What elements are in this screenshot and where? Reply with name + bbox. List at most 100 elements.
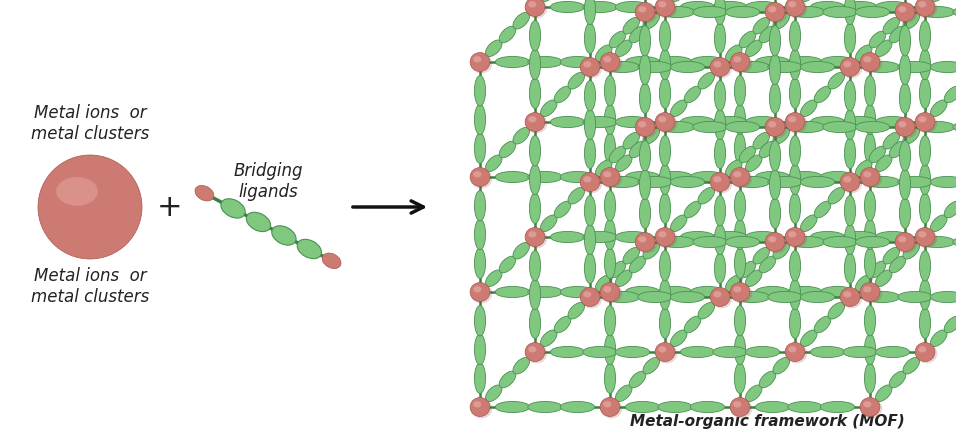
Ellipse shape	[583, 291, 592, 298]
Ellipse shape	[554, 316, 571, 333]
Ellipse shape	[714, 138, 726, 168]
Ellipse shape	[919, 1, 926, 7]
Ellipse shape	[580, 59, 602, 78]
Ellipse shape	[746, 270, 762, 287]
Ellipse shape	[869, 31, 886, 48]
Ellipse shape	[584, 109, 596, 140]
Ellipse shape	[860, 169, 882, 188]
Ellipse shape	[623, 247, 640, 264]
Ellipse shape	[800, 62, 835, 73]
Ellipse shape	[526, 343, 547, 364]
Ellipse shape	[899, 6, 906, 12]
Ellipse shape	[670, 215, 687, 232]
Ellipse shape	[856, 160, 872, 177]
Ellipse shape	[733, 171, 741, 177]
Ellipse shape	[920, 21, 930, 51]
Ellipse shape	[773, 357, 790, 374]
Ellipse shape	[755, 56, 790, 68]
Ellipse shape	[655, 343, 675, 361]
Ellipse shape	[883, 247, 900, 264]
Ellipse shape	[815, 86, 831, 103]
Ellipse shape	[730, 54, 752, 73]
Ellipse shape	[730, 283, 750, 302]
Ellipse shape	[930, 177, 956, 187]
Ellipse shape	[690, 56, 725, 68]
Ellipse shape	[528, 402, 562, 413]
Ellipse shape	[495, 402, 530, 413]
Ellipse shape	[713, 61, 722, 67]
Ellipse shape	[896, 118, 918, 139]
Ellipse shape	[844, 0, 856, 24]
Ellipse shape	[863, 286, 871, 292]
Ellipse shape	[526, 114, 547, 133]
Ellipse shape	[921, 236, 955, 248]
Ellipse shape	[670, 0, 687, 1]
Ellipse shape	[734, 363, 746, 393]
Ellipse shape	[746, 155, 762, 171]
Ellipse shape	[470, 283, 489, 302]
Ellipse shape	[616, 270, 632, 287]
Ellipse shape	[889, 141, 905, 158]
Ellipse shape	[660, 250, 670, 281]
Ellipse shape	[554, 201, 571, 218]
Ellipse shape	[660, 49, 670, 80]
Ellipse shape	[753, 132, 770, 149]
Ellipse shape	[789, 116, 796, 122]
Text: Metal ions  or
metal clusters: Metal ions or metal clusters	[31, 104, 149, 143]
Ellipse shape	[470, 398, 489, 416]
Ellipse shape	[811, 1, 845, 13]
Ellipse shape	[584, 196, 596, 226]
Ellipse shape	[811, 116, 845, 128]
Ellipse shape	[713, 232, 748, 243]
Ellipse shape	[525, 228, 545, 246]
Ellipse shape	[609, 261, 626, 278]
Ellipse shape	[856, 121, 890, 132]
Ellipse shape	[746, 1, 780, 13]
Ellipse shape	[600, 283, 619, 302]
Ellipse shape	[920, 308, 930, 338]
Ellipse shape	[473, 171, 482, 177]
Ellipse shape	[930, 215, 947, 232]
Ellipse shape	[551, 232, 585, 243]
Ellipse shape	[580, 58, 600, 76]
Ellipse shape	[844, 138, 856, 168]
Ellipse shape	[735, 177, 770, 187]
Ellipse shape	[470, 399, 492, 418]
Ellipse shape	[714, 23, 726, 53]
Ellipse shape	[790, 49, 800, 80]
Ellipse shape	[698, 302, 714, 319]
Ellipse shape	[616, 1, 650, 13]
Ellipse shape	[919, 231, 926, 237]
Ellipse shape	[495, 56, 530, 68]
Ellipse shape	[811, 347, 845, 357]
Ellipse shape	[773, 243, 790, 259]
Ellipse shape	[828, 73, 844, 89]
Ellipse shape	[820, 286, 855, 298]
Ellipse shape	[526, 0, 547, 18]
Ellipse shape	[791, 121, 825, 132]
Ellipse shape	[540, 0, 557, 1]
Ellipse shape	[604, 248, 616, 278]
Ellipse shape	[883, 17, 900, 34]
Ellipse shape	[896, 3, 918, 24]
Ellipse shape	[629, 256, 645, 273]
Ellipse shape	[930, 62, 956, 73]
Ellipse shape	[889, 371, 905, 388]
Ellipse shape	[840, 58, 859, 76]
Ellipse shape	[529, 1, 536, 7]
Ellipse shape	[656, 0, 677, 18]
Ellipse shape	[895, 232, 915, 251]
Ellipse shape	[640, 169, 651, 200]
Ellipse shape	[734, 334, 746, 365]
Ellipse shape	[915, 113, 935, 132]
Ellipse shape	[640, 198, 651, 229]
Ellipse shape	[661, 7, 695, 17]
Ellipse shape	[660, 193, 670, 223]
Ellipse shape	[860, 399, 882, 418]
Ellipse shape	[551, 116, 585, 128]
Ellipse shape	[765, 232, 785, 251]
Ellipse shape	[473, 401, 482, 407]
Ellipse shape	[596, 160, 612, 177]
Ellipse shape	[580, 173, 600, 191]
Ellipse shape	[495, 171, 530, 183]
